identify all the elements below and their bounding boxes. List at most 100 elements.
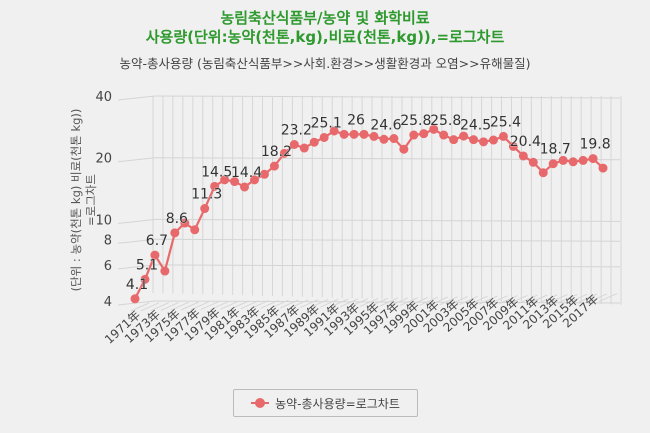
- data-point[interactable]: [130, 294, 140, 304]
- data-label: 6.7: [146, 233, 168, 249]
- legend-label: 농약-총사용량=로그차트: [275, 396, 400, 411]
- gridline-floor-depth: [210, 300, 229, 310]
- data-label: 23.2: [281, 122, 312, 138]
- gridline-floor-depth: [200, 301, 219, 311]
- data-point[interactable]: [409, 130, 419, 140]
- data-point[interactable]: [419, 129, 429, 139]
- data-point[interactable]: [399, 144, 409, 154]
- data-point[interactable]: [150, 250, 160, 260]
- data-label: 24.6: [370, 117, 401, 133]
- data-point[interactable]: [598, 163, 608, 173]
- data-label: 25.8: [430, 113, 461, 129]
- data-point[interactable]: [170, 228, 180, 238]
- gridline-floor-depth: [539, 294, 558, 304]
- y-tick-label: 20: [95, 152, 112, 167]
- data-point[interactable]: [349, 129, 359, 139]
- legend-marker-icon: [251, 398, 270, 408]
- data-label: 8.6: [166, 211, 188, 227]
- data-point[interactable]: [359, 129, 369, 139]
- y-tick-label: 10: [95, 213, 112, 228]
- data-point[interactable]: [488, 135, 498, 145]
- data-point[interactable]: [498, 131, 508, 141]
- data-point[interactable]: [140, 274, 150, 284]
- gridline-floor-depth: [250, 300, 269, 310]
- data-point[interactable]: [558, 155, 568, 165]
- data-label: 19.8: [579, 137, 610, 153]
- data-point[interactable]: [588, 154, 598, 164]
- data-point[interactable]: [508, 141, 518, 151]
- gridline-floor-depth: [549, 294, 568, 304]
- data-label: 24.5: [460, 118, 491, 134]
- data-point[interactable]: [210, 181, 220, 191]
- data-label: 18.2: [261, 144, 292, 160]
- data-point[interactable]: [429, 124, 439, 134]
- data-point[interactable]: [568, 157, 578, 167]
- data-point[interactable]: [578, 155, 588, 165]
- data-point[interactable]: [528, 157, 538, 167]
- y-tick-label: 4: [104, 295, 112, 310]
- gridline-floor-depth: [558, 293, 578, 303]
- gridline-floor-depth: [399, 297, 419, 307]
- data-point[interactable]: [190, 225, 200, 235]
- data-point[interactable]: [269, 161, 279, 171]
- data-label: 25.4: [490, 114, 521, 130]
- data-point[interactable]: [200, 204, 210, 214]
- data-point[interactable]: [240, 182, 250, 192]
- data-point[interactable]: [538, 168, 548, 178]
- gridline-floor-depth: [329, 298, 349, 308]
- data-label: 18.7: [540, 142, 571, 158]
- gridline-floor-depth: [310, 298, 329, 308]
- data-point[interactable]: [249, 175, 259, 185]
- data-point[interactable]: [160, 266, 170, 276]
- gridline-floor-depth: [240, 300, 259, 310]
- data-point[interactable]: [369, 131, 379, 141]
- series-line: [134, 128, 604, 300]
- gridline-floor-depth: [170, 301, 190, 311]
- gridline-horizontal: [154, 264, 621, 268]
- data-point[interactable]: [339, 129, 349, 139]
- chart-title-line2: 사용량(단위:농약(천톤,kg),비료(천톤,kg)),=로그차트: [145, 28, 505, 46]
- data-point[interactable]: [479, 137, 489, 147]
- gridline-floor-depth: [429, 296, 448, 306]
- gridline-floor-depth: [459, 295, 478, 305]
- data-label: 14.5: [201, 164, 232, 180]
- gridline-floor-depth: [369, 297, 389, 307]
- gridline-floor-depth: [230, 300, 249, 310]
- gridline-floor-depth: [220, 300, 239, 310]
- legend[interactable]: 농약-총사용량=로그차트: [233, 389, 418, 417]
- y-axis-title-line2: =로그차트: [84, 174, 98, 226]
- chart-title-line1: 농림축산식품부/농약 및 화학비료: [220, 9, 430, 27]
- data-point[interactable]: [230, 177, 240, 187]
- data-point[interactable]: [319, 132, 329, 142]
- data-point[interactable]: [220, 175, 230, 185]
- data-point[interactable]: [449, 135, 459, 145]
- gridline-floor: [117, 218, 156, 224]
- data-point[interactable]: [439, 130, 449, 140]
- gridline-floor-depth: [349, 298, 369, 308]
- data-point[interactable]: [379, 134, 389, 144]
- gridline-horizontal: [154, 218, 621, 222]
- data-point[interactable]: [548, 159, 558, 169]
- gridline-floor: [117, 157, 156, 163]
- data-point[interactable]: [299, 143, 309, 153]
- data-label: 25.8: [400, 113, 431, 129]
- data-point[interactable]: [289, 139, 299, 149]
- data-label: 4.1: [126, 277, 148, 293]
- gridline-floor-depth: [519, 294, 538, 304]
- data-point[interactable]: [309, 137, 319, 147]
- data-label: 5.1: [136, 257, 158, 273]
- data-point[interactable]: [180, 218, 190, 228]
- data-point[interactable]: [518, 151, 528, 161]
- gridline-floor-depth: [270, 299, 289, 309]
- gridline-floor-depth: [280, 299, 299, 309]
- data-point[interactable]: [459, 131, 469, 141]
- gridline-horizontal: [154, 157, 621, 161]
- y-tick-label: 8: [104, 233, 112, 248]
- data-point[interactable]: [329, 126, 339, 136]
- data-point[interactable]: [279, 148, 289, 158]
- gridline-floor-depth: [389, 297, 409, 307]
- data-point[interactable]: [259, 169, 269, 179]
- data-point[interactable]: [389, 134, 399, 144]
- data-point[interactable]: [469, 135, 479, 145]
